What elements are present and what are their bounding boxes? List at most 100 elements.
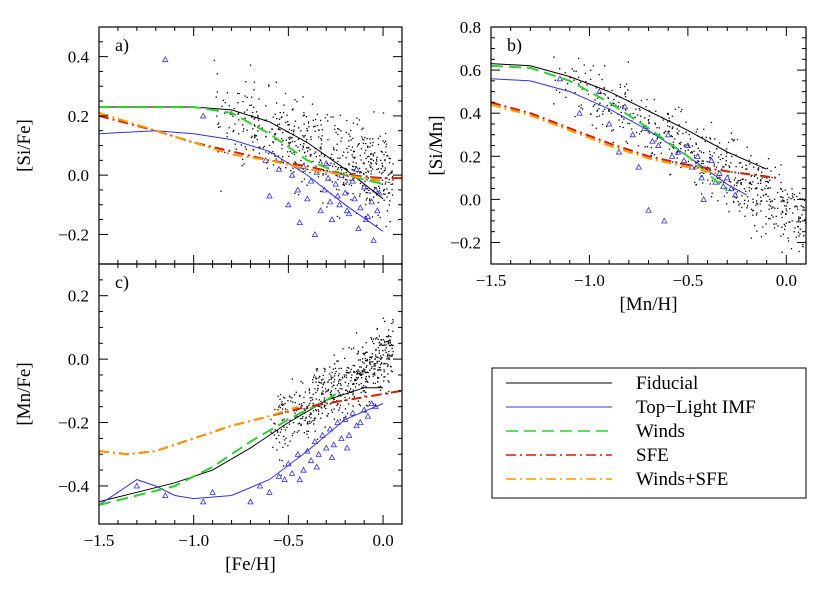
field-star-point: [388, 344, 390, 347]
field-star-point: [392, 183, 394, 185]
field-star-point: [335, 388, 337, 390]
field-star-point: [288, 144, 290, 146]
field-star-point: [762, 194, 765, 197]
field-star-point: [295, 391, 297, 393]
dwarf-star-point: [319, 431, 326, 438]
field-star-point: [289, 136, 291, 138]
panel-label-c: c): [115, 272, 129, 293]
field-star-point: [353, 371, 355, 373]
field-star-point: [242, 124, 244, 126]
field-star-point: [331, 386, 333, 388]
field-star-point: [279, 431, 282, 433]
field-star-point: [780, 181, 782, 184]
field-star-point: [391, 347, 393, 350]
field-star-point: [744, 199, 746, 201]
field-star-point: [390, 370, 392, 372]
field-star-point: [345, 374, 347, 376]
field-star-point: [289, 396, 291, 398]
field-star-point: [354, 156, 356, 158]
field-star-point: [298, 168, 300, 170]
field-star-point: [756, 177, 759, 179]
field-star-point: [672, 147, 675, 149]
field-star-point: [278, 434, 280, 437]
field-star-point: [243, 111, 246, 113]
field-star-point: [365, 381, 367, 383]
field-star-point: [335, 131, 337, 134]
field-star-point: [715, 166, 718, 168]
field-star-point: [790, 198, 792, 200]
field-star-point: [342, 154, 344, 157]
field-star-point: [767, 158, 770, 160]
field-star-point: [323, 404, 326, 406]
field-star-point: [380, 338, 383, 341]
field-star-point: [625, 140, 627, 143]
field-star-point: [374, 382, 376, 385]
legend-box: [491, 367, 807, 499]
field-star-point: [382, 112, 385, 114]
field-star-point: [710, 196, 713, 198]
field-star-point: [739, 210, 741, 212]
field-star-point: [345, 168, 347, 170]
field-star-point: [720, 154, 722, 156]
field-star-point: [305, 416, 307, 418]
field-star-point: [249, 64, 252, 66]
field-star-point: [722, 166, 724, 168]
field-star-point: [378, 171, 381, 173]
field-star-point: [769, 201, 771, 203]
field-star-point: [382, 344, 384, 346]
field-star-point: [321, 386, 324, 388]
field-star-point: [365, 359, 368, 362]
field-star-point: [384, 362, 386, 365]
field-star-point: [288, 123, 290, 126]
dwarf-star-point: [605, 120, 613, 127]
field-star-point: [668, 117, 670, 119]
field-star-point: [728, 180, 730, 182]
field-star-point: [365, 342, 367, 344]
field-star-point: [709, 173, 712, 175]
field-star-point: [751, 210, 754, 212]
field-star-point: [381, 165, 384, 167]
field-star-point: [346, 119, 348, 122]
dwarf-star-point: [668, 152, 676, 159]
field-star-point: [622, 126, 624, 129]
field-star-point: [309, 172, 311, 174]
field-star-point: [365, 192, 367, 194]
dwarf-star-point: [285, 201, 292, 208]
field-star-point: [374, 186, 376, 189]
field-star-point: [646, 98, 648, 101]
field-star-point: [265, 136, 267, 138]
field-star-point: [282, 140, 284, 142]
field-star-point: [340, 379, 342, 381]
field-star-point: [364, 216, 366, 218]
field-star-point: [798, 219, 800, 221]
field-star-point: [277, 395, 279, 397]
field-star-point: [347, 372, 349, 374]
field-star-point: [278, 118, 281, 120]
field-star-point: [358, 359, 360, 361]
field-star-point: [288, 423, 291, 425]
field-star-point: [638, 133, 641, 135]
field-star-point: [257, 116, 259, 118]
field-star-point: [300, 424, 302, 426]
field-star-point: [685, 131, 687, 133]
field-star-point: [294, 192, 296, 194]
x-tick-label: −1.5: [84, 531, 115, 550]
field-star-point: [695, 131, 697, 133]
dwarf-star-point: [162, 56, 169, 63]
field-star-point: [320, 124, 322, 126]
dwarf-star-point: [199, 498, 207, 505]
field-star-point: [646, 146, 649, 148]
field-star-point: [744, 215, 746, 217]
field-star-point: [330, 390, 332, 392]
field-star-point: [388, 354, 391, 356]
field-star-point: [278, 405, 281, 407]
field-star-point: [613, 98, 615, 101]
field-star-point: [246, 129, 248, 131]
field-star-point: [740, 183, 742, 186]
field-star-point: [780, 213, 782, 215]
field-star-point: [772, 216, 774, 218]
field-star-point: [323, 169, 325, 172]
field-star-point: [350, 348, 353, 350]
field-star-point: [731, 171, 733, 173]
field-star-point: [791, 188, 793, 190]
